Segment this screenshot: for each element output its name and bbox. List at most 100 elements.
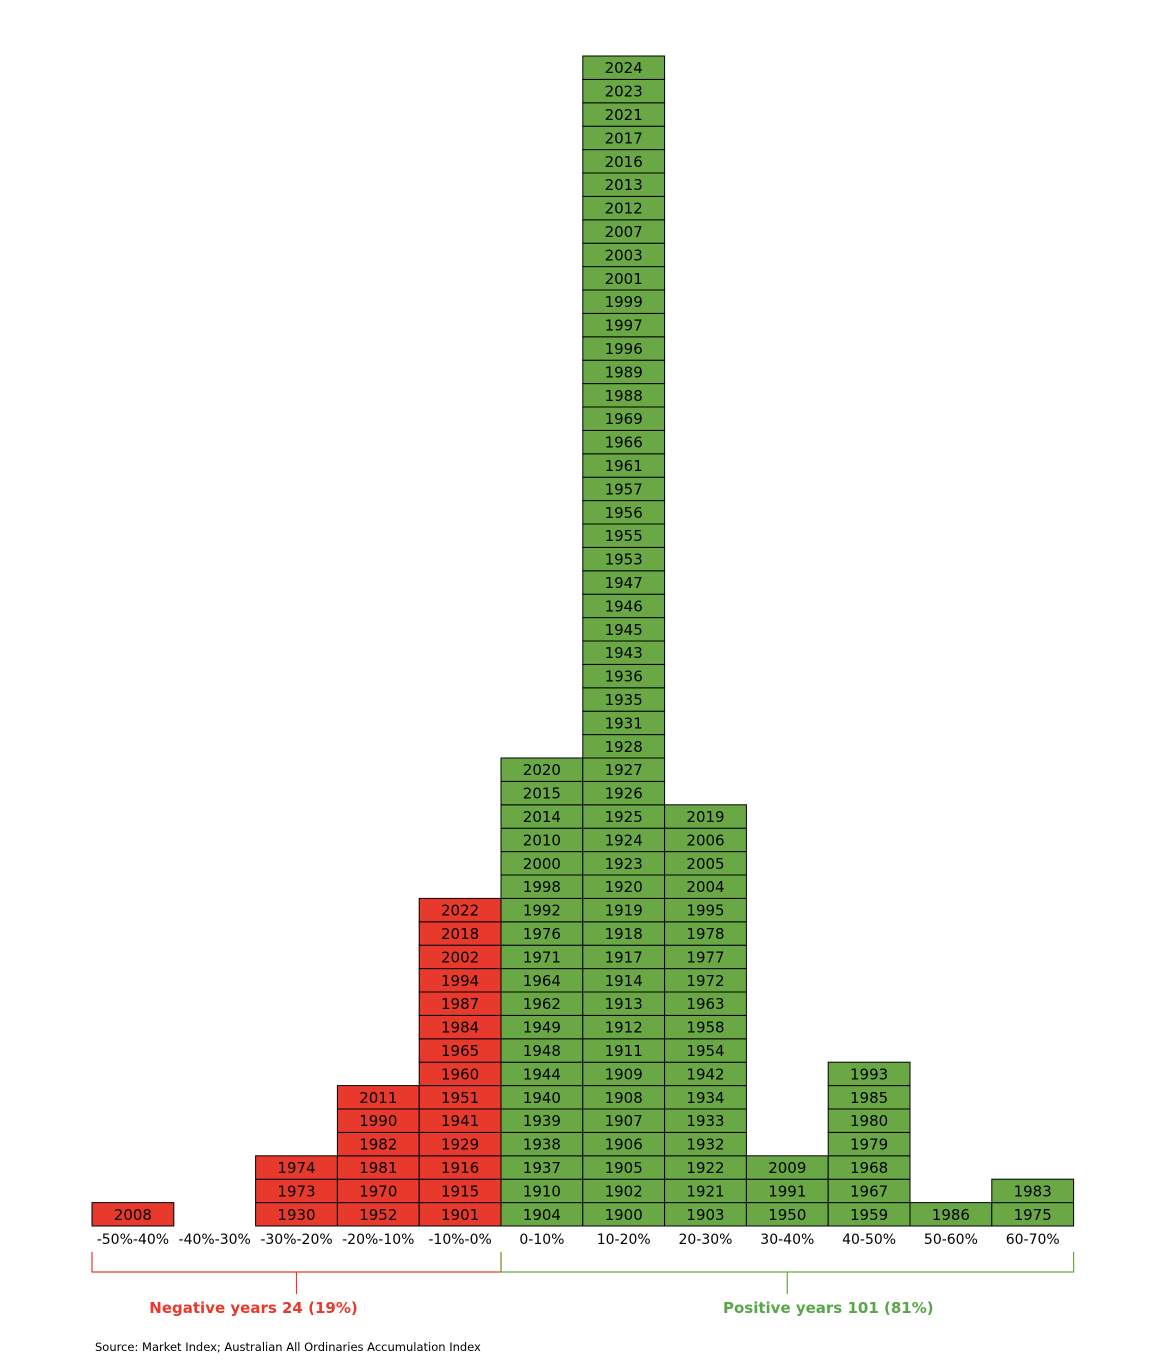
bar-cell-year-label: 1967: [850, 1182, 888, 1200]
bar-cell-year-label: 1922: [686, 1159, 724, 1177]
bar-cell-year-label: 1977: [686, 948, 724, 966]
bar-cell-year-label: 1974: [277, 1159, 315, 1177]
bar-cell-year-label: 1959: [850, 1206, 888, 1224]
bar-cell-year-label: 1936: [605, 668, 643, 686]
bar-cell-year-label: 1903: [686, 1206, 724, 1224]
bar-cell-year-label: 1926: [605, 785, 643, 803]
bar-cell-year-label: 1906: [605, 1136, 643, 1154]
bar-cell-year-label: 1938: [523, 1136, 561, 1154]
bar-cell-year-label: 1964: [523, 972, 561, 990]
bar-cell: [582, 55, 666, 80]
bar-cell-year-label: 1971: [523, 948, 561, 966]
bar-cell-year-label: 1975: [1014, 1206, 1052, 1224]
bar-cell-year-label: 1905: [605, 1159, 643, 1177]
bar-cell-year-label: 1952: [359, 1206, 397, 1224]
bar-cell-year-label: 1979: [850, 1136, 888, 1154]
bar-cell-year-label: 1934: [686, 1089, 724, 1107]
bar-cell-year-label: 1921: [686, 1182, 724, 1200]
bar-cell-year-label: 1925: [605, 808, 643, 826]
bar-cell-year-label: 1928: [605, 738, 643, 756]
bar-cell-year-label: 2016: [605, 153, 643, 171]
bar-cell: [664, 804, 747, 829]
bar-cell-year-label: 1958: [686, 1019, 724, 1037]
bar-cell-year-label: 1986: [932, 1206, 970, 1224]
bar-cell-year-label: 2002: [441, 948, 479, 966]
bar-cell-year-label: 1947: [605, 574, 643, 592]
bar-cell-year-label: 1935: [605, 691, 643, 709]
bar-cell-year-label: 1933: [686, 1112, 724, 1130]
bar-cell-year-label: 1962: [523, 995, 561, 1013]
bar-cell-year-label: 2018: [441, 925, 479, 943]
bar-cell-year-label: 1981: [359, 1159, 397, 1177]
positive-years-label: Positive years 101 (81%): [723, 1299, 934, 1317]
positive-bracket: [500, 1252, 1075, 1294]
bar-cell-year-label: 1948: [523, 1042, 561, 1060]
bar-cell-year-label: 1978: [686, 925, 724, 943]
bar-cell-year-label: 2001: [605, 270, 643, 288]
x-tick-label: 60-70%: [1006, 1232, 1060, 1248]
bar-cell-year-label: 2015: [523, 785, 561, 803]
bar-cell-year-label: 1991: [768, 1182, 806, 1200]
bar-cell-year-label: 2022: [441, 902, 479, 920]
bar-cell-year-label: 1919: [605, 902, 643, 920]
bar-cell-year-label: 1937: [523, 1159, 561, 1177]
bar-cell-year-label: 1970: [359, 1182, 397, 1200]
bar-cell-year-label: 1939: [523, 1112, 561, 1130]
bar-cell-year-label: 1966: [605, 434, 643, 452]
bar-cell-year-label: 1918: [605, 925, 643, 943]
bar-cell: [827, 1061, 911, 1087]
x-tick-label: 20-30%: [679, 1232, 733, 1248]
bar-cell-year-label: 1910: [523, 1182, 561, 1200]
x-tick-label: 30-40%: [760, 1232, 814, 1248]
x-axis-ticks: -50%-40% -40%-30% -30%-20% -20%-10% -10%-0% 0…: [97, 1232, 1060, 1248]
bar-cell-year-label: 2023: [605, 83, 643, 101]
bar-cell-year-label: 1988: [605, 387, 643, 405]
bar-cell-year-label: 2012: [605, 200, 643, 218]
bar-cell-year-label: 2000: [523, 855, 561, 873]
bar-cell-year-label: 2007: [605, 223, 643, 241]
x-tick-label: 10-20%: [597, 1232, 651, 1248]
bar-cell-year-label: 1929: [441, 1136, 479, 1154]
bar-cell-year-label: 1985: [850, 1089, 888, 1107]
bar-cell-year-label: 1911: [605, 1042, 643, 1060]
bar-cell-year-label: 1969: [605, 410, 643, 428]
bar-cell-year-label: 1956: [605, 504, 643, 522]
bar-cell-year-label: 1973: [277, 1182, 315, 1200]
bar-cell: [91, 1202, 175, 1227]
bar-cell-year-label: 1944: [523, 1065, 561, 1083]
negative-years-label: Negative years 24 (19%): [149, 1299, 357, 1317]
bar-cell-year-label: 2010: [523, 831, 561, 849]
bar-cell-year-label: 2009: [768, 1159, 806, 1177]
bar-cell-year-label: 1992: [523, 902, 561, 920]
negative-bracket: [91, 1252, 502, 1294]
bar-cell-year-label: 1932: [686, 1136, 724, 1154]
bar-cell-year-label: 1993: [850, 1065, 888, 1083]
bar-cell-year-label: 1953: [605, 551, 643, 569]
bar-cell-year-label: 2013: [605, 176, 643, 194]
bar-cell-year-label: 1987: [441, 995, 479, 1013]
bar-cell-year-label: 1900: [605, 1206, 643, 1224]
bar-cell-year-label: 1957: [605, 480, 643, 498]
bar-cell-year-label: 2003: [605, 246, 643, 264]
bar-cell-year-label: 1968: [850, 1159, 888, 1177]
x-tick-label: -50%-40%: [97, 1232, 169, 1248]
bar-cell-year-label: 1951: [441, 1089, 479, 1107]
bar-cell-year-label: 1955: [605, 527, 643, 545]
bar-cell-year-label: 2019: [686, 808, 724, 826]
bar-cell-year-label: 1908: [605, 1089, 643, 1107]
bar-cell-year-label: 2021: [605, 106, 643, 124]
bar-cell-year-label: 1931: [605, 714, 643, 732]
bar-cell-year-label: 1904: [523, 1206, 561, 1224]
bar-cell-year-label: 1930: [277, 1206, 315, 1224]
x-tick-label: -20%-10%: [342, 1232, 414, 1248]
bar-cell-year-label: 2017: [605, 129, 643, 147]
bar-cell-year-label: 2008: [114, 1206, 152, 1224]
bar-cell-year-label: 1949: [523, 1019, 561, 1037]
bar-cell-year-label: 1963: [686, 995, 724, 1013]
bar-cell-year-label: 1961: [605, 457, 643, 475]
bar-cell-year-label: 1917: [605, 948, 643, 966]
bar-cell-year-label: 1909: [605, 1065, 643, 1083]
bar-cell-year-label: 1924: [605, 831, 643, 849]
bar-cell-year-label: 1980: [850, 1112, 888, 1130]
bar-cell-year-label: 1982: [359, 1136, 397, 1154]
